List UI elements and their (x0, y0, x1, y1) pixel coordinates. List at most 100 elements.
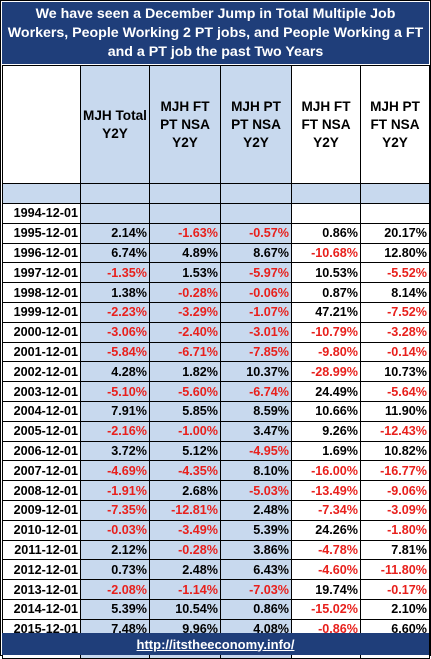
value-cell: -3.28% (360, 321, 430, 343)
value-cell: -4.95% (220, 440, 292, 462)
header-cell-mjh-total: MJH Total Y2Y (80, 65, 150, 184)
value-cell: 10.53% (291, 262, 361, 284)
value-cell: 20.17% (360, 222, 430, 244)
value-cell: 5.39% (220, 519, 292, 541)
value-cell: 1.69% (291, 440, 361, 462)
value-cell: 1.53% (149, 262, 221, 284)
date-cell: 1997-12-01 (2, 262, 81, 284)
page-title: We have seen a December Jump in Total Mu… (2, 2, 429, 64)
spacer-row (2, 183, 430, 204)
spacer-cell (220, 183, 292, 204)
value-cell: 1.82% (149, 361, 221, 383)
value-cell: 1.38% (80, 282, 150, 303)
value-cell: -11.80% (360, 559, 430, 581)
table-row: 2011-12-01 2.12% -0.28% 3.86% -4.78% 7.81% (2, 539, 430, 561)
value-cell: 3.72% (80, 440, 150, 462)
value-cell: 0.87% (291, 282, 361, 303)
value-cell: 8.67% (220, 242, 292, 264)
value-cell: -2.16% (80, 420, 150, 442)
table-row: 2003-12-01 -5.10% -5.60% -6.74% 24.49% -5.64% (2, 381, 430, 402)
date-cell: 1994-12-01 (2, 203, 81, 224)
value-cell: -15.02% (291, 598, 361, 620)
header-cell-mjh-pt-ft: MJH PT FT NSA Y2Y (360, 65, 430, 184)
value-cell: 8.14% (360, 282, 430, 303)
value-cell: 5.12% (149, 440, 221, 462)
value-cell: -12.81% (149, 499, 221, 521)
value-cell: 10.66% (291, 400, 361, 422)
value-cell: -4.35% (149, 460, 221, 482)
value-cell: 5.39% (80, 598, 150, 620)
spacer-cell (2, 183, 81, 204)
date-cell: 2003-12-01 (2, 381, 81, 402)
table-row: 2009-12-01 -7.35% -12.81% 2.48% -7.34% -3.09% (2, 499, 430, 521)
value-cell: -7.52% (360, 301, 430, 323)
value-cell: -28.99% (291, 361, 361, 383)
table-row: 2000-12-01 -3.06% -2.40% -3.01% -10.79% -3.28… (2, 321, 430, 343)
value-cell: 0.73% (80, 559, 150, 581)
table-row: 2005-12-01 -2.16% -1.00% 3.47% 9.26% -12.43% (2, 420, 430, 442)
table-row: 1994-12-01 (2, 203, 430, 224)
data-table: MJH Total Y2Y MJH FT PT NSA Y2Y MJH PT P… (2, 65, 430, 659)
value-cell: 12.80% (360, 242, 430, 264)
value-cell: 0.86% (220, 598, 292, 620)
table-row: 2007-12-01 -4.69% -4.35% 8.10% -16.00% -16.77… (2, 460, 430, 482)
value-cell (360, 203, 430, 224)
value-cell: -0.28% (149, 539, 221, 561)
value-cell: -2.40% (149, 321, 221, 343)
value-cell: 2.10% (360, 598, 430, 620)
header-row: MJH Total Y2Y MJH FT PT NSA Y2Y MJH PT P… (2, 65, 430, 184)
value-cell: -1.80% (360, 519, 430, 541)
header-cell-mjh-pt-pt: MJH PT PT NSA Y2Y (220, 65, 292, 184)
value-cell: -5.10% (80, 381, 150, 402)
table-row: 2008-12-01 -1.91% 2.68% -5.03% -13.49% -9.06% (2, 480, 430, 501)
value-cell: -5.97% (220, 262, 292, 284)
value-cell: 10.73% (360, 361, 430, 383)
table-row: 1997-12-01 -1.35% 1.53% -5.97% 10.53% -5.52% (2, 262, 430, 284)
date-cell: 2000-12-01 (2, 321, 81, 343)
value-cell: -0.03% (80, 519, 150, 541)
value-cell: -0.28% (149, 282, 221, 303)
footer-link[interactable]: http://itstheeconomy.info/ (136, 636, 295, 652)
date-cell: 1999-12-01 (2, 301, 81, 323)
value-cell: 11.90% (360, 400, 430, 422)
spacer-cell (291, 183, 361, 204)
value-cell: 2.48% (149, 559, 221, 581)
table-row: 2013-12-01 -2.08% -1.14% -7.03% 19.74% -0.17% (2, 579, 430, 600)
value-cell: 6.43% (220, 559, 292, 581)
date-cell: 2006-12-01 (2, 440, 81, 462)
spacer-cell (149, 183, 221, 204)
value-cell: -16.00% (291, 460, 361, 482)
value-cell: -10.68% (291, 242, 361, 264)
table-row: 2014-12-01 5.39% 10.54% 0.86% -15.02% 2.10% (2, 598, 430, 620)
value-cell: -5.64% (360, 381, 430, 402)
date-cell: 2009-12-01 (2, 499, 81, 521)
value-cell: -1.00% (149, 420, 221, 442)
value-cell: -9.06% (360, 480, 430, 501)
date-cell: 2013-12-01 (2, 579, 81, 600)
value-cell: 24.26% (291, 519, 361, 541)
value-cell: 6.74% (80, 242, 150, 264)
value-cell: -2.23% (80, 301, 150, 323)
value-cell: -0.57% (220, 222, 292, 244)
value-cell: 3.86% (220, 539, 292, 561)
value-cell (149, 203, 221, 224)
value-cell: -1.07% (220, 301, 292, 323)
value-cell: 10.37% (220, 361, 292, 383)
header-cell-date (2, 65, 81, 184)
value-cell (80, 203, 150, 224)
value-cell: -0.14% (360, 341, 430, 363)
value-cell: -13.49% (291, 480, 361, 501)
value-cell: -5.52% (360, 262, 430, 284)
value-cell: 2.12% (80, 539, 150, 561)
header-cell-mjh-ft-ft: MJH FT FT NSA Y2Y (291, 65, 361, 184)
date-cell: 1998-12-01 (2, 282, 81, 303)
value-cell: 2.48% (220, 499, 292, 521)
value-cell (291, 203, 361, 224)
value-cell: 4.89% (149, 242, 221, 264)
date-cell: 2004-12-01 (2, 400, 81, 422)
value-cell: -3.09% (360, 499, 430, 521)
value-cell: -1.14% (149, 579, 221, 600)
value-cell: -0.17% (360, 579, 430, 600)
value-cell: -9.80% (291, 341, 361, 363)
date-cell: 1996-12-01 (2, 242, 81, 264)
